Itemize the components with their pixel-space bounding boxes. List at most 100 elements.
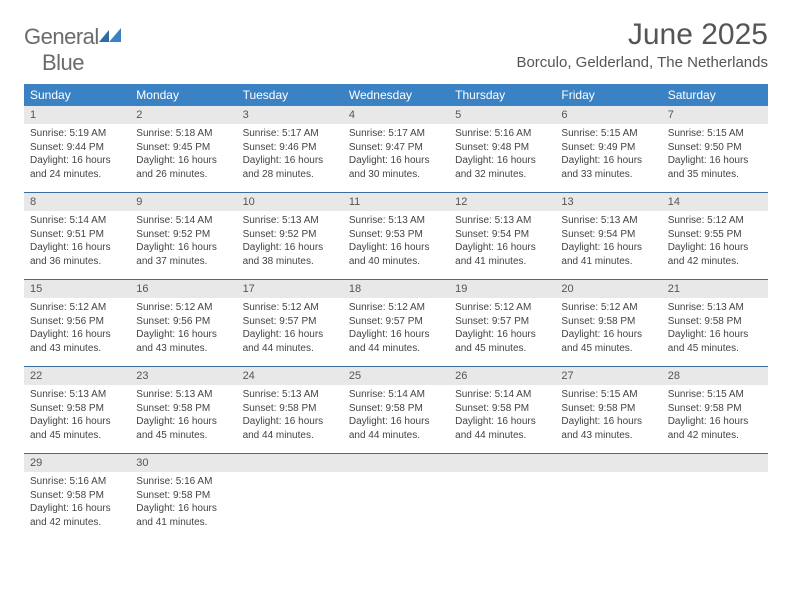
day-number: 12	[449, 193, 555, 211]
calendar-cell: 4Sunrise: 5:17 AMSunset: 9:47 PMDaylight…	[343, 106, 449, 192]
calendar-week: 22Sunrise: 5:13 AMSunset: 9:58 PMDayligh…	[24, 367, 768, 454]
calendar-cell: 28Sunrise: 5:15 AMSunset: 9:58 PMDayligh…	[662, 367, 768, 453]
calendar-cell: 13Sunrise: 5:13 AMSunset: 9:54 PMDayligh…	[555, 193, 661, 279]
calendar-cell: 3Sunrise: 5:17 AMSunset: 9:46 PMDaylight…	[237, 106, 343, 192]
day-body: Sunrise: 5:18 AMSunset: 9:45 PMDaylight:…	[130, 124, 236, 187]
day-number: 14	[662, 193, 768, 211]
day-number-empty	[237, 454, 343, 472]
day-body: Sunrise: 5:13 AMSunset: 9:54 PMDaylight:…	[555, 211, 661, 274]
calendar-cell: 10Sunrise: 5:13 AMSunset: 9:52 PMDayligh…	[237, 193, 343, 279]
day-number: 6	[555, 106, 661, 124]
month-title: June 2025	[516, 18, 768, 52]
calendar-cell: 6Sunrise: 5:15 AMSunset: 9:49 PMDaylight…	[555, 106, 661, 192]
brand-word1: General	[24, 24, 99, 49]
calendar: Sunday Monday Tuesday Wednesday Thursday…	[24, 84, 768, 540]
day-header: Tuesday	[237, 84, 343, 106]
day-number: 4	[343, 106, 449, 124]
day-number-empty	[343, 454, 449, 472]
calendar-cell: 2Sunrise: 5:18 AMSunset: 9:45 PMDaylight…	[130, 106, 236, 192]
day-number: 21	[662, 280, 768, 298]
calendar-cell: 29Sunrise: 5:16 AMSunset: 9:58 PMDayligh…	[24, 454, 130, 540]
day-body: Sunrise: 5:12 AMSunset: 9:56 PMDaylight:…	[130, 298, 236, 361]
calendar-cell: 11Sunrise: 5:13 AMSunset: 9:53 PMDayligh…	[343, 193, 449, 279]
calendar-cell: 8Sunrise: 5:14 AMSunset: 9:51 PMDaylight…	[24, 193, 130, 279]
day-number: 1	[24, 106, 130, 124]
day-body: Sunrise: 5:15 AMSunset: 9:49 PMDaylight:…	[555, 124, 661, 187]
day-number: 29	[24, 454, 130, 472]
day-body: Sunrise: 5:16 AMSunset: 9:48 PMDaylight:…	[449, 124, 555, 187]
calendar-cell: 18Sunrise: 5:12 AMSunset: 9:57 PMDayligh…	[343, 280, 449, 366]
day-number: 22	[24, 367, 130, 385]
day-body: Sunrise: 5:14 AMSunset: 9:58 PMDaylight:…	[343, 385, 449, 448]
day-body: Sunrise: 5:12 AMSunset: 9:57 PMDaylight:…	[343, 298, 449, 361]
day-body: Sunrise: 5:13 AMSunset: 9:58 PMDaylight:…	[237, 385, 343, 448]
day-body-empty	[449, 472, 555, 481]
day-number: 18	[343, 280, 449, 298]
day-number-empty	[555, 454, 661, 472]
day-number: 17	[237, 280, 343, 298]
calendar-cell: 9Sunrise: 5:14 AMSunset: 9:52 PMDaylight…	[130, 193, 236, 279]
day-number: 15	[24, 280, 130, 298]
day-number: 7	[662, 106, 768, 124]
calendar-grid: 1Sunrise: 5:19 AMSunset: 9:44 PMDaylight…	[24, 106, 768, 540]
day-header: Saturday	[662, 84, 768, 106]
calendar-cell: 14Sunrise: 5:12 AMSunset: 9:55 PMDayligh…	[662, 193, 768, 279]
day-header: Wednesday	[343, 84, 449, 106]
day-number: 20	[555, 280, 661, 298]
day-number: 10	[237, 193, 343, 211]
calendar-cell: 5Sunrise: 5:16 AMSunset: 9:48 PMDaylight…	[449, 106, 555, 192]
day-number: 23	[130, 367, 236, 385]
brand-word2: Blue	[42, 50, 84, 75]
calendar-cell-empty	[237, 454, 343, 540]
day-body: Sunrise: 5:12 AMSunset: 9:55 PMDaylight:…	[662, 211, 768, 274]
day-body: Sunrise: 5:17 AMSunset: 9:47 PMDaylight:…	[343, 124, 449, 187]
day-number-empty	[662, 454, 768, 472]
day-body-empty	[237, 472, 343, 481]
calendar-cell: 1Sunrise: 5:19 AMSunset: 9:44 PMDaylight…	[24, 106, 130, 192]
calendar-week: 1Sunrise: 5:19 AMSunset: 9:44 PMDaylight…	[24, 106, 768, 193]
calendar-week: 8Sunrise: 5:14 AMSunset: 9:51 PMDaylight…	[24, 193, 768, 280]
day-body: Sunrise: 5:13 AMSunset: 9:52 PMDaylight:…	[237, 211, 343, 274]
location: Borculo, Gelderland, The Netherlands	[516, 54, 768, 71]
calendar-cell: 15Sunrise: 5:12 AMSunset: 9:56 PMDayligh…	[24, 280, 130, 366]
calendar-cell: 17Sunrise: 5:12 AMSunset: 9:57 PMDayligh…	[237, 280, 343, 366]
day-header-row: Sunday Monday Tuesday Wednesday Thursday…	[24, 84, 768, 106]
day-header: Friday	[555, 84, 661, 106]
day-number: 5	[449, 106, 555, 124]
day-body: Sunrise: 5:12 AMSunset: 9:58 PMDaylight:…	[555, 298, 661, 361]
day-number: 2	[130, 106, 236, 124]
calendar-cell: 19Sunrise: 5:12 AMSunset: 9:57 PMDayligh…	[449, 280, 555, 366]
calendar-cell: 7Sunrise: 5:15 AMSunset: 9:50 PMDaylight…	[662, 106, 768, 192]
day-number: 11	[343, 193, 449, 211]
day-number: 28	[662, 367, 768, 385]
calendar-cell-empty	[555, 454, 661, 540]
day-header: Monday	[130, 84, 236, 106]
calendar-cell: 12Sunrise: 5:13 AMSunset: 9:54 PMDayligh…	[449, 193, 555, 279]
day-body: Sunrise: 5:17 AMSunset: 9:46 PMDaylight:…	[237, 124, 343, 187]
day-body: Sunrise: 5:16 AMSunset: 9:58 PMDaylight:…	[24, 472, 130, 535]
calendar-cell: 24Sunrise: 5:13 AMSunset: 9:58 PMDayligh…	[237, 367, 343, 453]
day-body: Sunrise: 5:12 AMSunset: 9:57 PMDaylight:…	[237, 298, 343, 361]
day-number: 13	[555, 193, 661, 211]
calendar-cell: 23Sunrise: 5:13 AMSunset: 9:58 PMDayligh…	[130, 367, 236, 453]
brand-logo: General Blue	[24, 18, 121, 76]
day-number: 24	[237, 367, 343, 385]
day-body: Sunrise: 5:16 AMSunset: 9:58 PMDaylight:…	[130, 472, 236, 535]
day-number-empty	[449, 454, 555, 472]
day-body-empty	[343, 472, 449, 481]
day-header: Sunday	[24, 84, 130, 106]
calendar-week: 29Sunrise: 5:16 AMSunset: 9:58 PMDayligh…	[24, 454, 768, 540]
day-body: Sunrise: 5:14 AMSunset: 9:51 PMDaylight:…	[24, 211, 130, 274]
day-number: 30	[130, 454, 236, 472]
calendar-cell: 27Sunrise: 5:15 AMSunset: 9:58 PMDayligh…	[555, 367, 661, 453]
title-block: June 2025 Borculo, Gelderland, The Nethe…	[516, 18, 768, 71]
calendar-cell: 30Sunrise: 5:16 AMSunset: 9:58 PMDayligh…	[130, 454, 236, 540]
brand-text: General Blue	[24, 24, 121, 76]
day-body: Sunrise: 5:13 AMSunset: 9:58 PMDaylight:…	[130, 385, 236, 448]
day-body: Sunrise: 5:13 AMSunset: 9:54 PMDaylight:…	[449, 211, 555, 274]
day-body: Sunrise: 5:14 AMSunset: 9:58 PMDaylight:…	[449, 385, 555, 448]
day-number: 25	[343, 367, 449, 385]
day-header: Thursday	[449, 84, 555, 106]
day-number: 19	[449, 280, 555, 298]
day-body: Sunrise: 5:13 AMSunset: 9:53 PMDaylight:…	[343, 211, 449, 274]
